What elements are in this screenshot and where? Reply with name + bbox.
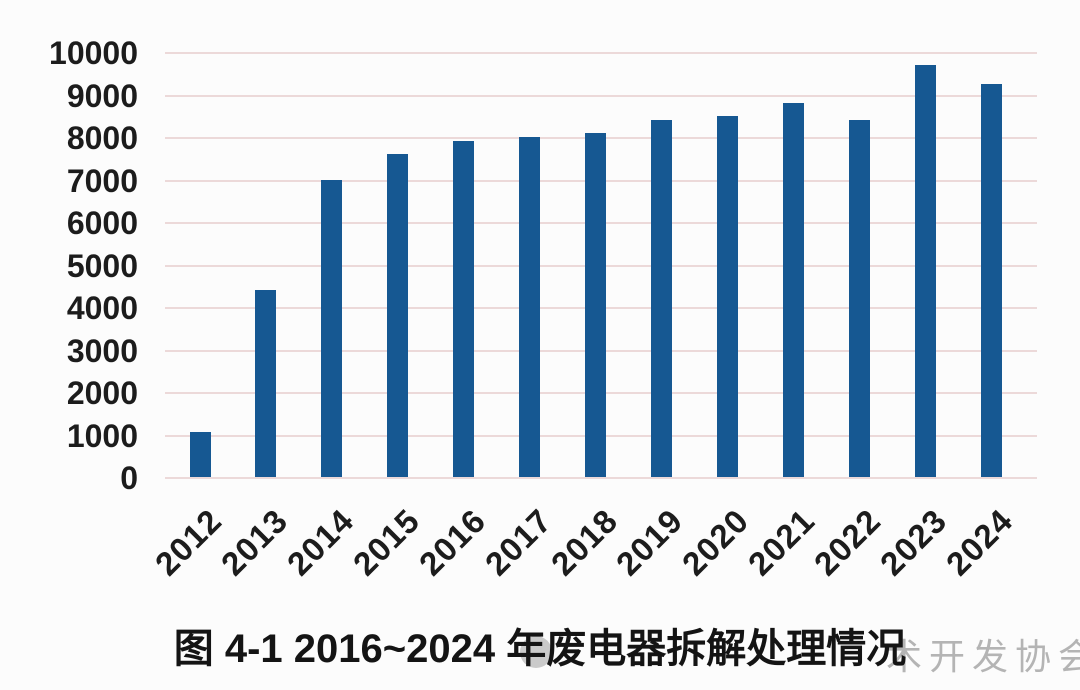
y-tick-label-6000: 6000 — [66, 205, 138, 241]
bar-2013 — [255, 290, 277, 477]
plot-area — [165, 52, 1037, 479]
watermark-text: 术开发协会 — [886, 636, 1080, 677]
y-tick-label-8000: 8000 — [66, 120, 138, 156]
y-tick-label-10000: 10000 — [49, 35, 138, 71]
bar-2023 — [914, 64, 936, 477]
bar-2016 — [453, 141, 475, 477]
bar-2022 — [848, 120, 870, 477]
bar-2021 — [782, 103, 804, 477]
gridline-0 — [165, 477, 1037, 479]
y-tick-label-4000: 4000 — [66, 290, 138, 326]
bar-2018 — [585, 132, 607, 477]
bar-2017 — [519, 137, 541, 477]
gridline-9000 — [165, 94, 1037, 97]
bar-2020 — [716, 115, 738, 477]
y-tick-label-2000: 2000 — [66, 375, 138, 411]
bar-2019 — [650, 120, 672, 477]
y-tick-label-0: 0 — [120, 460, 138, 496]
y-tick-label-1000: 1000 — [66, 417, 138, 454]
y-tick-label-3000: 3000 — [66, 332, 138, 369]
gridline-10000 — [165, 52, 1037, 54]
y-tick-label-5000: 5000 — [66, 247, 138, 284]
watermark-logo-circle-icon — [520, 636, 552, 668]
y-tick-label-7000: 7000 — [66, 162, 138, 199]
chart-caption: 图 4-1 2016~2024 年废电器拆解处理情况 — [173, 627, 907, 671]
bar-2024 — [980, 83, 1002, 477]
y-tick-label-9000: 9000 — [66, 77, 138, 114]
bar-2012 — [189, 432, 211, 477]
bar-2015 — [387, 154, 409, 477]
bar-2014 — [321, 179, 343, 477]
